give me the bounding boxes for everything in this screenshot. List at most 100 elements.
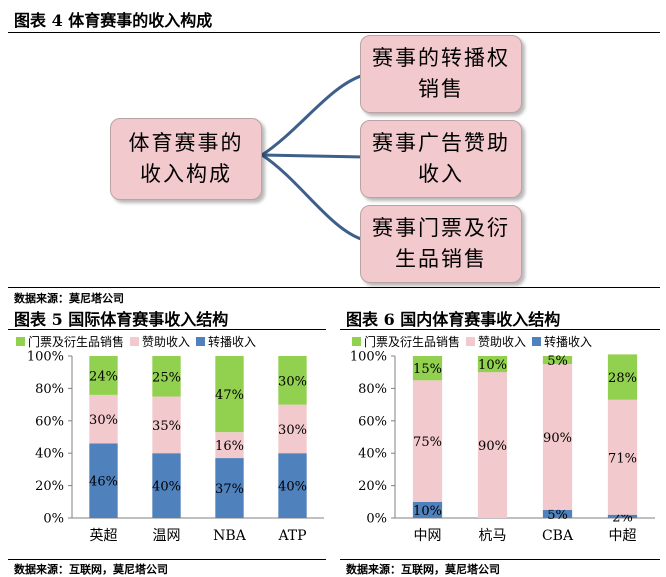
root-line-2: 收入构成: [140, 162, 232, 186]
bar-segment: [607, 399, 638, 515]
root-box: 体育赛事的 收入构成: [110, 118, 262, 200]
fig6-title: 图表 6 国内体育赛事收入结构: [346, 310, 561, 329]
legend-item-0: 门票及衍生品销售: [352, 333, 460, 350]
legend-item-1: 赞助收入: [130, 333, 190, 350]
data-label: 40%: [152, 480, 181, 495]
data-label: 30%: [278, 374, 307, 389]
bar-segment: [412, 501, 443, 518]
fig6-bottom-rule: [340, 559, 660, 560]
branch-box-broadcast: 赛事的转播权 销售: [360, 35, 522, 113]
branch-2-line-2: 收入: [418, 162, 464, 186]
data-label: 90%: [478, 439, 507, 454]
y-tick-label: 20%: [35, 479, 64, 494]
connector-middle: [261, 153, 365, 159]
legend-label: 门票及衍生品销售: [28, 335, 125, 349]
branch-1-line-2: 销售: [418, 77, 464, 101]
branch-3-line-2: 生品销售: [395, 247, 487, 271]
data-label: 47%: [215, 388, 244, 403]
x-tick-label: 杭马: [479, 528, 507, 544]
y-tick-label: 0%: [43, 512, 64, 527]
x-tick-label: 温网: [153, 528, 181, 544]
data-label: 15%: [413, 362, 442, 377]
data-label: 71%: [608, 451, 637, 466]
fig5-top-rule: [8, 329, 326, 330]
bar-segment: [89, 394, 118, 444]
bar-segment: [542, 364, 573, 510]
bar-segment: [477, 372, 508, 518]
legend-label: 门票及衍生品销售: [364, 335, 461, 349]
data-label: 25%: [152, 370, 181, 385]
legend-swatch: [130, 337, 140, 346]
bar-segment: [278, 453, 307, 518]
legend-swatch: [466, 337, 476, 346]
y-tick-label: 80%: [35, 382, 64, 397]
bar-segment: [89, 443, 118, 518]
legend-item-1: 赞助收入: [466, 333, 526, 350]
bar-segment: [542, 509, 573, 518]
x-tick-label: NBA: [213, 528, 247, 544]
y-tick-label: 40%: [35, 447, 64, 462]
data-label: 40%: [278, 480, 307, 495]
branch-1-line-1: 赛事的转播权: [372, 46, 510, 70]
data-label: 16%: [215, 439, 244, 454]
fig5-title: 图表 5 国际体育赛事收入结构: [14, 310, 229, 329]
bar-segment: [412, 356, 443, 381]
branch-2-line-1: 赛事广告赞助: [372, 131, 510, 155]
connector-top: [261, 73, 365, 157]
bar-segment: [215, 432, 244, 459]
y-tick-label: 60%: [358, 414, 387, 429]
bar-segment: [278, 356, 307, 405]
data-label: 5%: [547, 508, 568, 523]
bar-segment: [152, 453, 181, 518]
legend-swatch: [532, 337, 542, 346]
legend-swatch: [352, 337, 361, 346]
data-label: 5%: [547, 354, 568, 369]
branch-3-line-1: 赛事门票及衍: [372, 216, 510, 240]
legend-label: 转播收入: [208, 335, 257, 349]
fig4-top-rule: [8, 32, 660, 33]
x-tick-label: 中网: [414, 528, 442, 544]
bar-segment: [607, 514, 638, 518]
fig4-title: 图表 4 体育赛事的收入构成: [14, 11, 213, 30]
bar-segment: [89, 356, 118, 395]
bar-segment: [607, 354, 638, 400]
y-tick-label: 40%: [358, 447, 387, 462]
fig6-top-rule: [340, 329, 660, 330]
fig6-legend: 门票及衍生品销售 赞助收入 转播收入: [352, 333, 598, 350]
legend-item-2: 转播收入: [196, 333, 256, 350]
fig4-source: 数据来源：莫尼塔公司: [14, 292, 124, 305]
bar-segment: [542, 356, 573, 365]
bar-segment: [152, 396, 181, 454]
bar-segment: [215, 458, 244, 518]
legend-label: 赞助收入: [142, 335, 191, 349]
fig5-bottom-rule: [8, 559, 326, 560]
x-tick-label: 中超: [609, 528, 637, 544]
data-label: 10%: [478, 358, 507, 373]
bar-segment: [412, 380, 443, 502]
data-label: 37%: [215, 482, 244, 497]
x-tick-label: 英超: [90, 527, 118, 544]
legend-label: 转播收入: [544, 335, 593, 349]
y-tick-label: 80%: [358, 382, 387, 397]
legend-swatch: [16, 337, 25, 346]
data-label: 24%: [89, 369, 118, 384]
data-label: 10%: [413, 504, 442, 519]
fig6-chart: 0% 20% 40% 60% 80% 100% 10% 75% 15% 中网 90% 10% 杭马 5% 9…: [350, 350, 655, 544]
bar-segment: [152, 356, 181, 397]
data-label: 30%: [89, 413, 118, 428]
y-tick-label: 100%: [350, 350, 387, 365]
legend-item-2: 转播收入: [532, 333, 592, 350]
legend-swatch: [196, 337, 206, 346]
data-label: 75%: [413, 435, 442, 450]
data-label: 46%: [89, 475, 118, 490]
branch-box-ticket: 赛事门票及衍 生品销售: [360, 205, 522, 283]
data-label: 30%: [278, 423, 307, 438]
bar-segment: [215, 356, 244, 433]
y-tick-label: 100%: [27, 350, 64, 365]
data-label: 28%: [608, 371, 637, 386]
legend-item-0: 门票及衍生品销售: [16, 333, 124, 350]
legend-label: 赞助收入: [478, 335, 527, 349]
y-tick-label: 60%: [35, 414, 64, 429]
connector-bottom: [261, 153, 365, 242]
fig4-connectors: [261, 73, 365, 242]
